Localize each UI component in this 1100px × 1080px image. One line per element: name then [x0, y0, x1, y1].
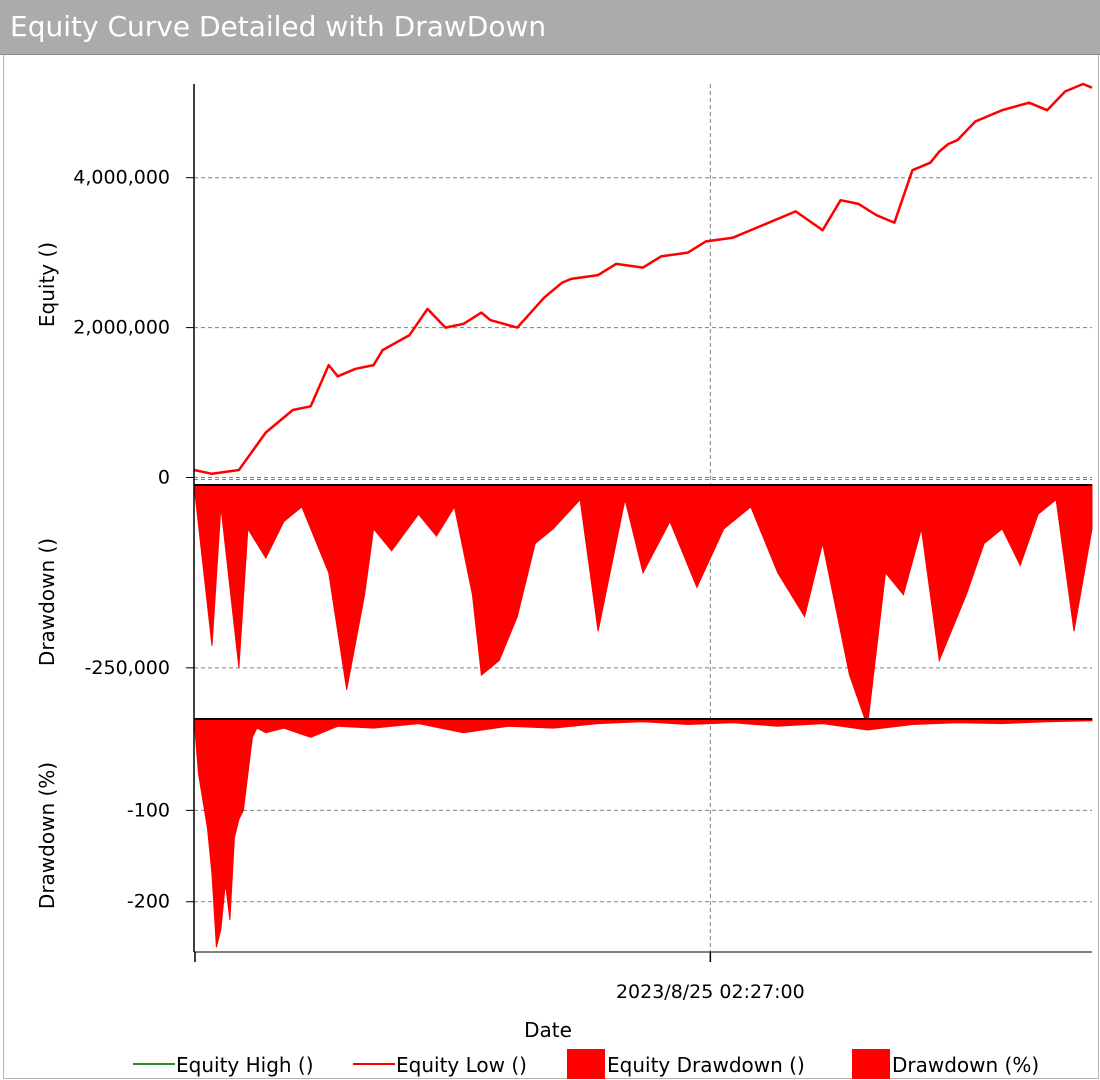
chart-title-bar: Equity Curve Detailed with DrawDown — [0, 0, 1100, 55]
legend-swatch-box — [852, 1049, 890, 1079]
y-axis-label: Drawdown (%) — [35, 762, 59, 909]
legend-label: Equity Drawdown () — [607, 1053, 805, 1077]
equity-low-line — [193, 82, 1093, 476]
y-axis-label: Equity () — [35, 242, 59, 327]
x-axis-label: Date — [524, 1018, 572, 1042]
legend-swatch-box — [567, 1049, 605, 1079]
x-tick-label: 2023/8/25 02:27:00 — [616, 981, 805, 1003]
legend-label: Equity High () — [176, 1053, 314, 1077]
y-tick-label: 4,000,000 — [73, 167, 170, 189]
y-tick-label: 2,000,000 — [73, 317, 170, 339]
chart-title: Equity Curve Detailed with DrawDown — [10, 10, 547, 43]
y-tick-label: -100 — [127, 799, 170, 821]
y-tick-label: -200 — [127, 891, 170, 913]
drawdown-pct-area — [193, 718, 1093, 948]
chart-frame — [3, 55, 1099, 1079]
y-axis-label: Drawdown () — [35, 538, 59, 666]
series-layer — [193, 82, 1093, 948]
axis-layer — [186, 84, 1092, 962]
equity-drawdown-area — [193, 484, 1093, 727]
legend-label: Equity Low () — [396, 1053, 527, 1077]
legend-label: Drawdown (%) — [892, 1053, 1039, 1077]
y-tick-label: 0 — [158, 467, 170, 489]
label-layer: 0 2,000,000 4,000,000 Equity () -250,000 Draw… — [35, 167, 805, 1042]
legend-layer: Equity High () Equity Low () Equity Drawdo… — [133, 1049, 1039, 1079]
y-tick-label: -250,000 — [85, 657, 170, 679]
